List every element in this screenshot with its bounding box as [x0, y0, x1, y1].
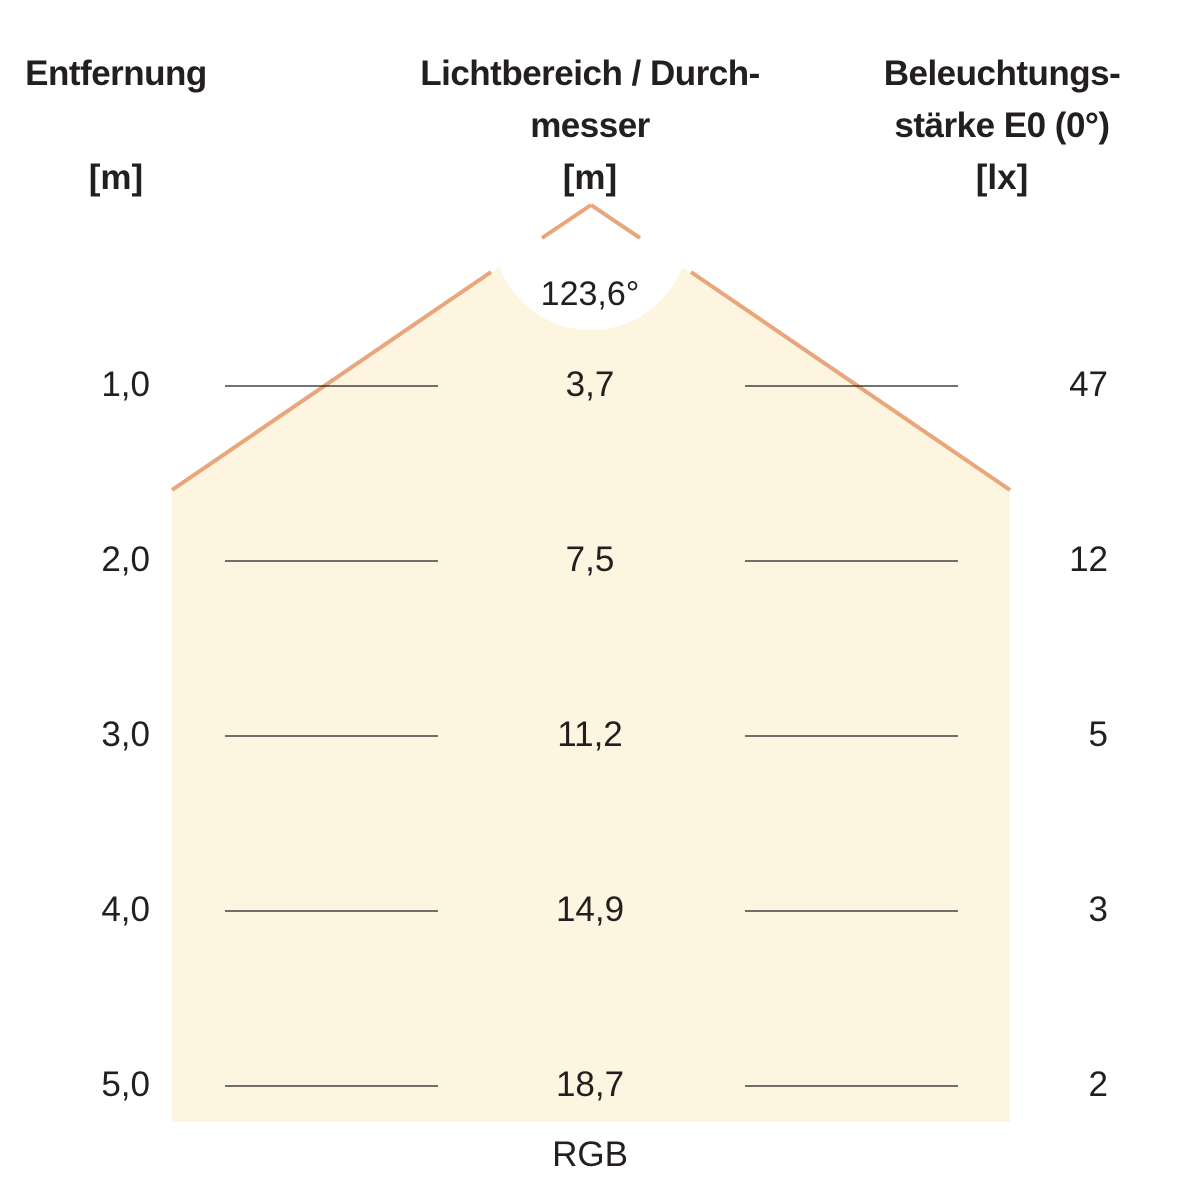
distance-unit: [m] [88, 158, 144, 197]
distance-value: 3,0 [101, 715, 150, 754]
footer-label: RGB [552, 1135, 628, 1174]
beam-edge-left-outer [170, 270, 493, 492]
distance-header: Entfernung [0, 48, 232, 100]
leader-lines [225, 385, 958, 1087]
diameter-header-line-1: Lichtbereich / Durch- [420, 54, 760, 93]
beam-apex-left [540, 203, 593, 240]
illuminance-value: 47 [1069, 365, 1108, 404]
beam-angle-label: 123,6° [540, 275, 640, 313]
illuminance-value: 2 [1088, 1065, 1108, 1104]
light-cone-fill [172, 205, 1010, 1122]
diameter-value: 18,7 [555, 1065, 625, 1104]
beam-apex-right [589, 203, 642, 240]
diameter-value: 3,7 [565, 365, 615, 404]
distance-value: 5,0 [101, 1065, 150, 1104]
illuminance-value: 12 [1069, 540, 1108, 579]
distance-value: 1,0 [101, 365, 150, 404]
illuminance-header-line-1: Beleuchtungs- [883, 54, 1121, 93]
diameter-header-line-2: messer [530, 106, 650, 145]
diameter-value: 7,5 [565, 540, 615, 579]
diameter-unit: [m] [562, 158, 618, 197]
diameter-value: 11,2 [557, 715, 623, 754]
distance-value: 4,0 [101, 890, 150, 929]
illuminance-header-line-2: stärke E0 (0°) [894, 106, 1110, 145]
angle-label-background [493, 134, 689, 330]
illuminance-header: Beleuchtungs- stärke E0 (0°) [872, 48, 1132, 152]
illuminance-value: 3 [1088, 890, 1108, 929]
distance-header-line: Entfernung [25, 54, 207, 93]
diameter-value: 14,9 [555, 890, 625, 929]
beam-edge-right-outer [689, 270, 1012, 492]
illuminance-value: 5 [1088, 715, 1108, 754]
diameter-header: Lichtbereich / Durch- messer [390, 48, 790, 152]
distance-value: 2,0 [101, 540, 150, 579]
illuminance-unit: [lx] [975, 158, 1029, 197]
